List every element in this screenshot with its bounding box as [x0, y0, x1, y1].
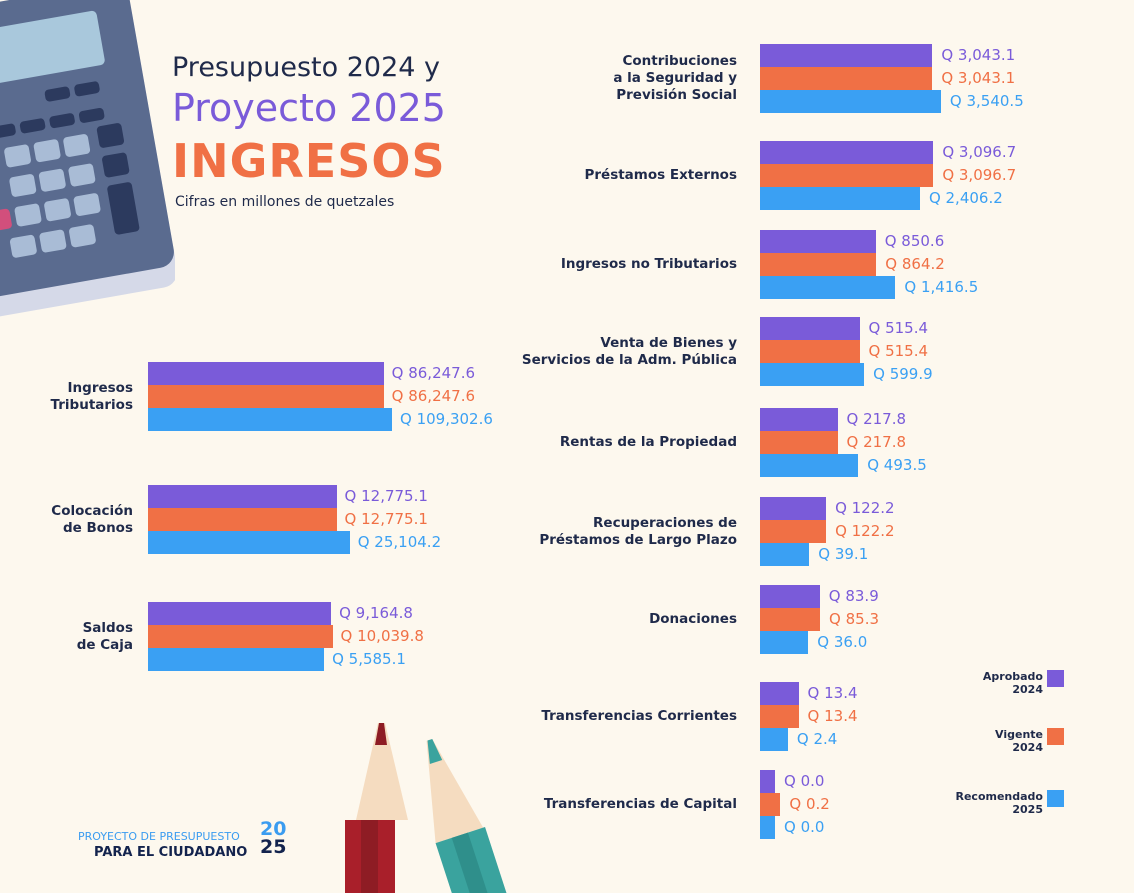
bar-aprobado-2024 [760, 682, 799, 705]
value-label: Q 83.9 [828, 586, 879, 605]
bar-vigente-2024 [760, 67, 933, 90]
value-label: Q 1,416.5 [904, 277, 979, 296]
value-label: Q 864.2 [885, 254, 945, 273]
value-label: Q 493.5 [867, 455, 927, 474]
category-label: Venta de Bienes y Servicios de la Adm. P… [521, 334, 737, 368]
bar-aprobado-2024 [148, 602, 332, 625]
category-label: Colocación de Bonos [51, 502, 133, 536]
value-label: Q 3,096.7 [942, 165, 1017, 184]
value-label: Q 0.2 [789, 794, 830, 813]
bar-vigente-2024 [760, 793, 781, 816]
value-label: Q 3,096.7 [942, 142, 1017, 161]
legend-label: Aprobado 2024 [982, 670, 1043, 696]
value-label: Q 3,043.1 [941, 45, 1016, 64]
value-label: Q 86,247.6 [391, 386, 476, 405]
bar-aprobado-2024 [148, 362, 384, 385]
bar-aprobado-2024 [148, 485, 337, 508]
bar-vigente-2024 [760, 431, 838, 454]
value-label: Q 9,164.8 [339, 603, 413, 622]
value-label: Q 122.2 [835, 498, 895, 517]
value-label: Q 2.4 [796, 729, 838, 748]
value-label: Q 217.8 [846, 432, 907, 451]
value-label: Q 25,104.2 [357, 532, 442, 551]
bar-recomendado-2025 [760, 454, 859, 477]
bar-recomendado-2025 [760, 728, 788, 751]
title-line2: Proyecto 2025 [172, 86, 446, 130]
value-label: Q 3,043.1 [941, 68, 1016, 87]
category-label: Ingresos Tributarios [50, 379, 133, 413]
value-label: Q 122.2 [835, 521, 895, 540]
bar-aprobado-2024 [760, 44, 933, 67]
value-label: Q 36.0 [817, 632, 868, 651]
calculator-illustration [0, 0, 175, 320]
value-label: Q 13.4 [807, 706, 858, 725]
bar-recomendado-2025 [148, 648, 325, 671]
bar-aprobado-2024 [760, 497, 827, 520]
value-label: Q 2,406.2 [928, 188, 1003, 207]
title-ingresos: INGRESOS [172, 134, 446, 188]
bar-vigente-2024 [760, 520, 827, 543]
bar-recomendado-2025 [148, 531, 350, 554]
bar-aprobado-2024 [760, 585, 820, 608]
bar-aprobado-2024 [760, 770, 775, 793]
value-label: Q 39.1 [818, 544, 869, 563]
bar-aprobado-2024 [760, 317, 860, 340]
value-label: Q 0.0 [784, 771, 825, 790]
bar-aprobado-2024 [760, 141, 934, 164]
logo-line2: PARA EL CIUDADANO [94, 845, 248, 860]
legend-swatch [1047, 728, 1064, 745]
bar-vigente-2024 [760, 164, 934, 187]
value-label: Q 850.6 [884, 231, 945, 250]
legend-label: Vigente 2024 [995, 728, 1043, 754]
bar-aprobado-2024 [760, 230, 876, 253]
bar-vigente-2024 [148, 508, 337, 531]
value-label: Q 0.0 [784, 817, 825, 836]
bar-recomendado-2025 [760, 276, 896, 299]
bar-vigente-2024 [760, 608, 821, 631]
logo-line1: PROYECTO DE PRESUPUESTO [78, 830, 240, 843]
value-label: Q 5,585.1 [332, 649, 406, 668]
value-label: Q 3,540.5 [949, 91, 1024, 110]
legend-swatch [1047, 790, 1064, 807]
bar-vigente-2024 [760, 705, 799, 728]
value-label: Q 86,247.6 [391, 363, 476, 382]
value-label: Q 515.4 [868, 341, 929, 360]
category-label: Contribuciones a la Seguridad y Previsió… [613, 53, 737, 103]
bar-vigente-2024 [760, 340, 860, 363]
legend-swatch [1047, 670, 1064, 687]
subtitle: Cifras en millones de quetzales [175, 194, 395, 210]
bar-vigente-2024 [148, 625, 333, 648]
category-label: Préstamos Externos [584, 167, 737, 183]
value-label: Q 515.4 [868, 318, 929, 337]
pencils-illustration [345, 723, 510, 893]
bar-recomendado-2025 [760, 816, 775, 839]
bar-recomendado-2025 [760, 90, 941, 113]
category-label: Transferencias Corrientes [541, 708, 737, 724]
category-label: Transferencias de Capital [543, 796, 737, 812]
bar-aprobado-2024 [760, 408, 838, 431]
category-label: Recuperaciones de Préstamos de Largo Pla… [539, 514, 737, 548]
value-label: Q 217.8 [846, 409, 907, 428]
bar-vigente-2024 [760, 253, 877, 276]
value-label: Q 85.3 [829, 609, 880, 628]
category-label: Ingresos no Tributarios [560, 256, 737, 272]
value-label: Q 10,039.8 [340, 626, 424, 645]
value-label: Q 109,302.6 [400, 409, 493, 428]
category-label: Donaciones [649, 611, 737, 627]
category-label: Saldos de Caja [76, 619, 133, 653]
value-label: Q 13.4 [807, 683, 858, 702]
legend-label: Recomendado 2025 [955, 790, 1044, 816]
bar-recomendado-2025 [148, 408, 392, 431]
value-label: Q 12,775.1 [344, 509, 428, 528]
title-line1: Presupuesto 2024 y [172, 52, 440, 83]
value-label: Q 12,775.1 [344, 486, 428, 505]
bar-recomendado-2025 [760, 543, 810, 566]
bar-recomendado-2025 [760, 187, 920, 210]
bar-vigente-2024 [148, 385, 384, 408]
logo-year: 20 25 [260, 818, 287, 858]
category-label: Rentas de la Propiedad [559, 434, 737, 450]
bar-recomendado-2025 [760, 631, 809, 654]
bar-recomendado-2025 [760, 363, 865, 386]
value-label: Q 599.9 [873, 364, 933, 383]
